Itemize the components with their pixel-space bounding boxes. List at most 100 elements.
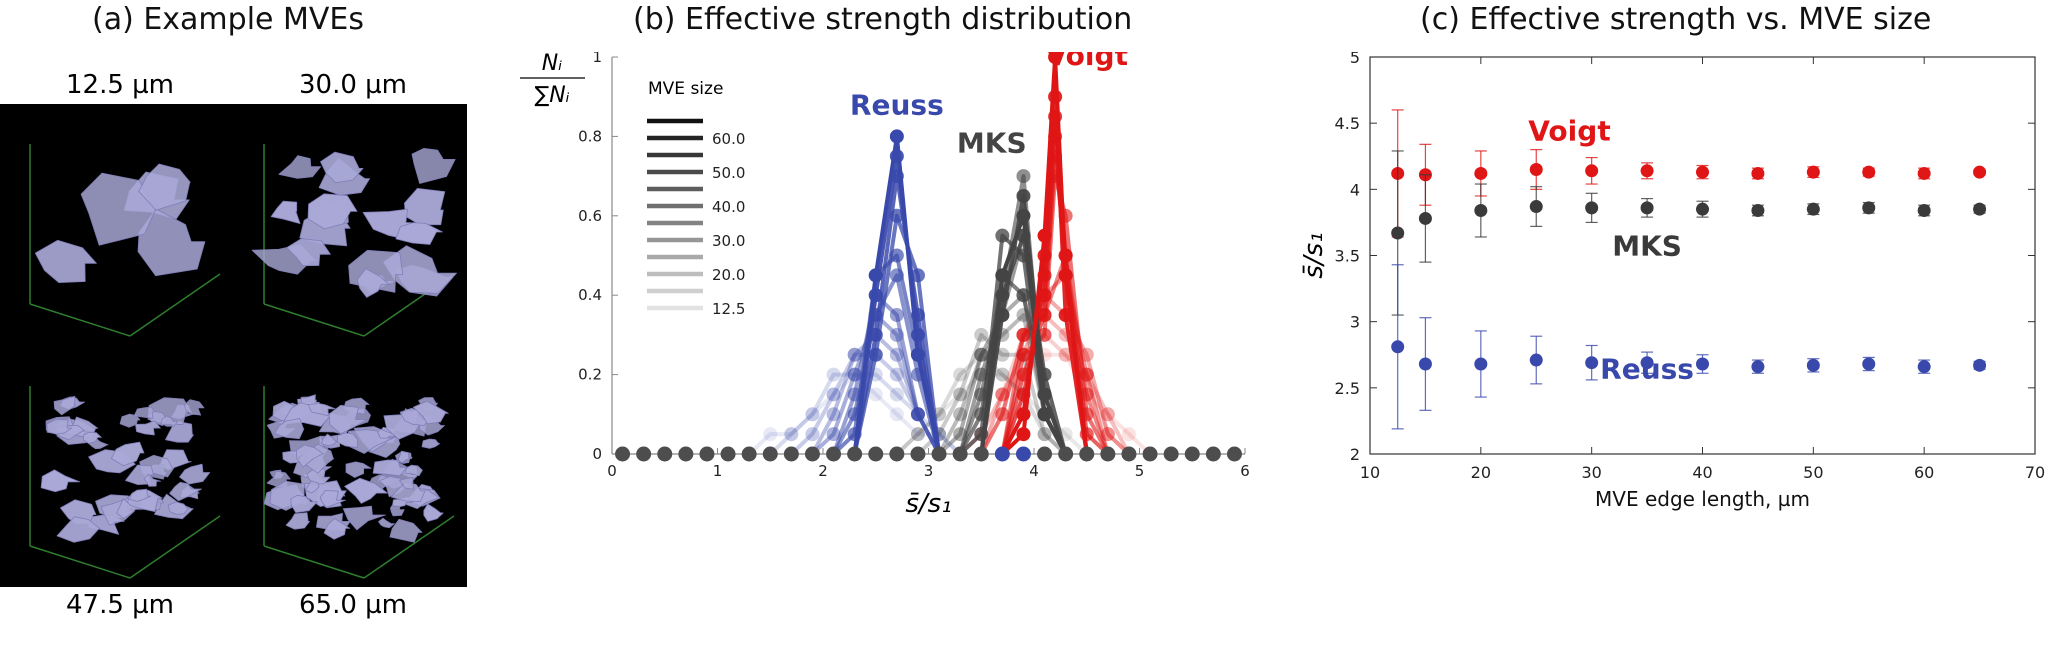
data-point bbox=[1806, 165, 1820, 179]
data-point bbox=[1016, 327, 1031, 342]
data-point bbox=[636, 446, 652, 462]
data-point bbox=[1751, 204, 1765, 218]
data-point bbox=[1037, 427, 1052, 442]
data-point bbox=[1121, 446, 1137, 462]
data-point bbox=[783, 446, 799, 462]
data-point bbox=[974, 327, 989, 342]
x-axis-label: MVE edge length, µm bbox=[1595, 487, 1810, 511]
data-point bbox=[1016, 347, 1031, 362]
data-point bbox=[1862, 165, 1876, 179]
data-point bbox=[784, 427, 799, 442]
y-tick-label: 4 bbox=[1350, 180, 1360, 199]
data-point bbox=[826, 387, 841, 402]
data-point bbox=[1079, 446, 1095, 462]
data-point bbox=[1474, 204, 1488, 218]
data-point bbox=[1418, 211, 1432, 225]
data-point bbox=[1037, 427, 1052, 442]
svg-text:Nᵢ: Nᵢ bbox=[542, 52, 562, 76]
data-point bbox=[804, 446, 820, 462]
panel-b-title: (b) Effective strength distribution bbox=[633, 2, 1133, 37]
data-point bbox=[1806, 358, 1820, 372]
data-point bbox=[910, 427, 925, 442]
data-point bbox=[1474, 166, 1488, 180]
series-voigt-65.0 bbox=[1001, 52, 1089, 456]
data-point bbox=[1696, 202, 1709, 216]
data-point bbox=[953, 367, 968, 382]
legend-label: 50.0 bbox=[712, 164, 745, 182]
x-tick-label: 5 bbox=[1135, 462, 1145, 480]
mve-image-grid bbox=[0, 104, 467, 587]
panel-c-title: (c) Effective strength vs. MVE size bbox=[1420, 2, 1932, 37]
data-point bbox=[910, 268, 925, 283]
series-label-reuss: Reuss bbox=[1600, 353, 1694, 386]
data-point bbox=[995, 268, 1010, 283]
data-point bbox=[1973, 165, 1987, 179]
legend-title: MVE size bbox=[648, 79, 723, 99]
data-point bbox=[889, 407, 904, 422]
mve-axes bbox=[29, 144, 221, 337]
x-tick-label: 1 bbox=[713, 462, 723, 480]
x-axis-label: s̄/s₁ bbox=[905, 489, 951, 519]
y-tick-label: 0 bbox=[592, 445, 602, 463]
data-point bbox=[1751, 166, 1765, 180]
data-point bbox=[1121, 427, 1136, 442]
x-tick-label: 4 bbox=[1029, 462, 1039, 480]
x-tick-label: 10 bbox=[1360, 463, 1380, 482]
data-point bbox=[995, 407, 1010, 422]
mve-label-1: 12.5 µm bbox=[65, 70, 175, 100]
x-tick-label: 20 bbox=[1471, 463, 1491, 482]
data-point bbox=[868, 387, 883, 402]
data-point bbox=[657, 446, 673, 462]
data-point bbox=[805, 407, 820, 422]
data-point bbox=[995, 387, 1010, 402]
data-point bbox=[1100, 427, 1115, 442]
data-point bbox=[889, 308, 904, 323]
data-point bbox=[995, 407, 1010, 422]
data-point bbox=[826, 367, 841, 382]
x-tick-label: 50 bbox=[1803, 463, 1823, 482]
y-tick-label: 4.5 bbox=[1335, 114, 1360, 133]
data-point bbox=[826, 446, 842, 462]
data-point bbox=[826, 407, 841, 422]
data-point bbox=[868, 446, 884, 462]
y-tick-label: 5 bbox=[1350, 52, 1360, 67]
mve-label-4: 65.0 µm bbox=[298, 590, 408, 620]
y-tick-label: 2 bbox=[1350, 445, 1360, 464]
mve-label-3: 47.5 µm bbox=[65, 590, 175, 620]
data-point bbox=[1529, 353, 1543, 367]
data-point bbox=[1862, 357, 1876, 371]
data-point bbox=[1100, 407, 1115, 422]
data-point bbox=[1016, 208, 1031, 223]
y-tick-label: 1 bbox=[592, 52, 602, 66]
series-line bbox=[979, 313, 1131, 455]
series-line bbox=[958, 352, 1152, 456]
data-point bbox=[953, 407, 968, 422]
data-point bbox=[910, 347, 925, 362]
data-point bbox=[1015, 446, 1031, 462]
data-point bbox=[1585, 356, 1599, 370]
data-point bbox=[1205, 446, 1221, 462]
data-point bbox=[1806, 202, 1820, 216]
data-point bbox=[720, 446, 736, 462]
data-point bbox=[826, 427, 841, 442]
plot-frame bbox=[1369, 56, 2036, 455]
y-tick-label: 0.8 bbox=[578, 127, 602, 145]
data-point bbox=[1184, 446, 1200, 462]
data-point bbox=[1529, 162, 1543, 176]
legend: MVE size 60.0 50.0 40.0 30.0 20.0 12.5 bbox=[647, 79, 745, 318]
y-tick-label: 0.2 bbox=[578, 366, 602, 384]
x-tick-label: 70 bbox=[2025, 463, 2045, 482]
y-tick-label: 2.5 bbox=[1335, 379, 1360, 398]
data-point bbox=[1917, 204, 1931, 218]
legend-label: 12.5 bbox=[712, 300, 745, 318]
data-point bbox=[995, 228, 1010, 243]
data-point bbox=[1585, 164, 1599, 178]
data-point bbox=[699, 446, 715, 462]
mve-surface bbox=[34, 163, 206, 283]
strength-distribution-chart: 0 1 2 3 4 5 6 0 0.2 0.4 0.6 0.8 1 Nᵢ ∑Nᵢ s̄/s₁ MVE size 6… bbox=[520, 52, 1250, 519]
group-label-voigt: Voigt bbox=[1046, 52, 1128, 72]
data-point bbox=[995, 387, 1010, 402]
x-tick-label: 0 bbox=[607, 462, 617, 480]
data-point bbox=[1973, 202, 1987, 216]
data-point bbox=[889, 129, 904, 144]
